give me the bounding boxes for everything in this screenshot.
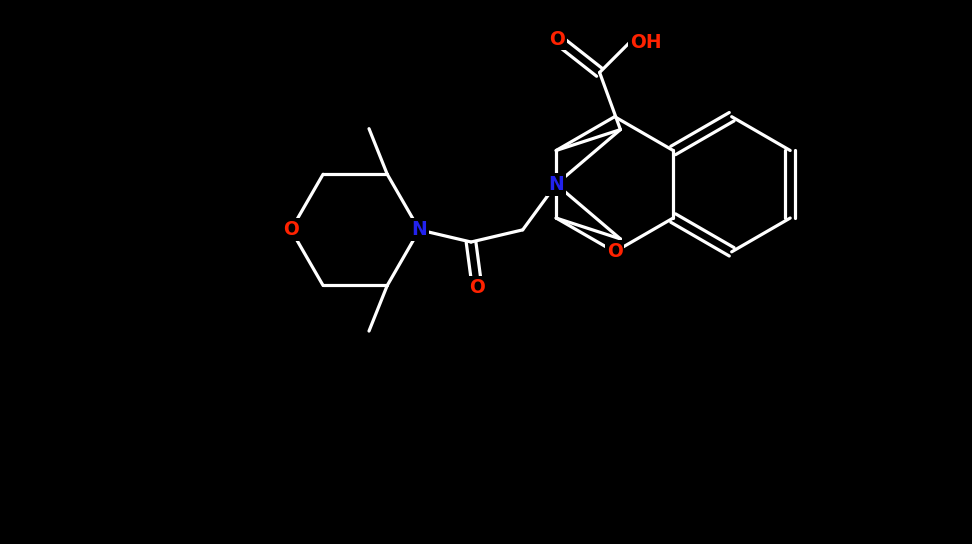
Text: O: O	[469, 278, 485, 297]
Text: N: N	[411, 220, 428, 239]
Text: OH: OH	[630, 33, 662, 52]
Text: O: O	[283, 220, 299, 239]
Text: O: O	[549, 29, 565, 48]
Text: N: N	[548, 175, 564, 194]
Text: O: O	[607, 242, 623, 261]
